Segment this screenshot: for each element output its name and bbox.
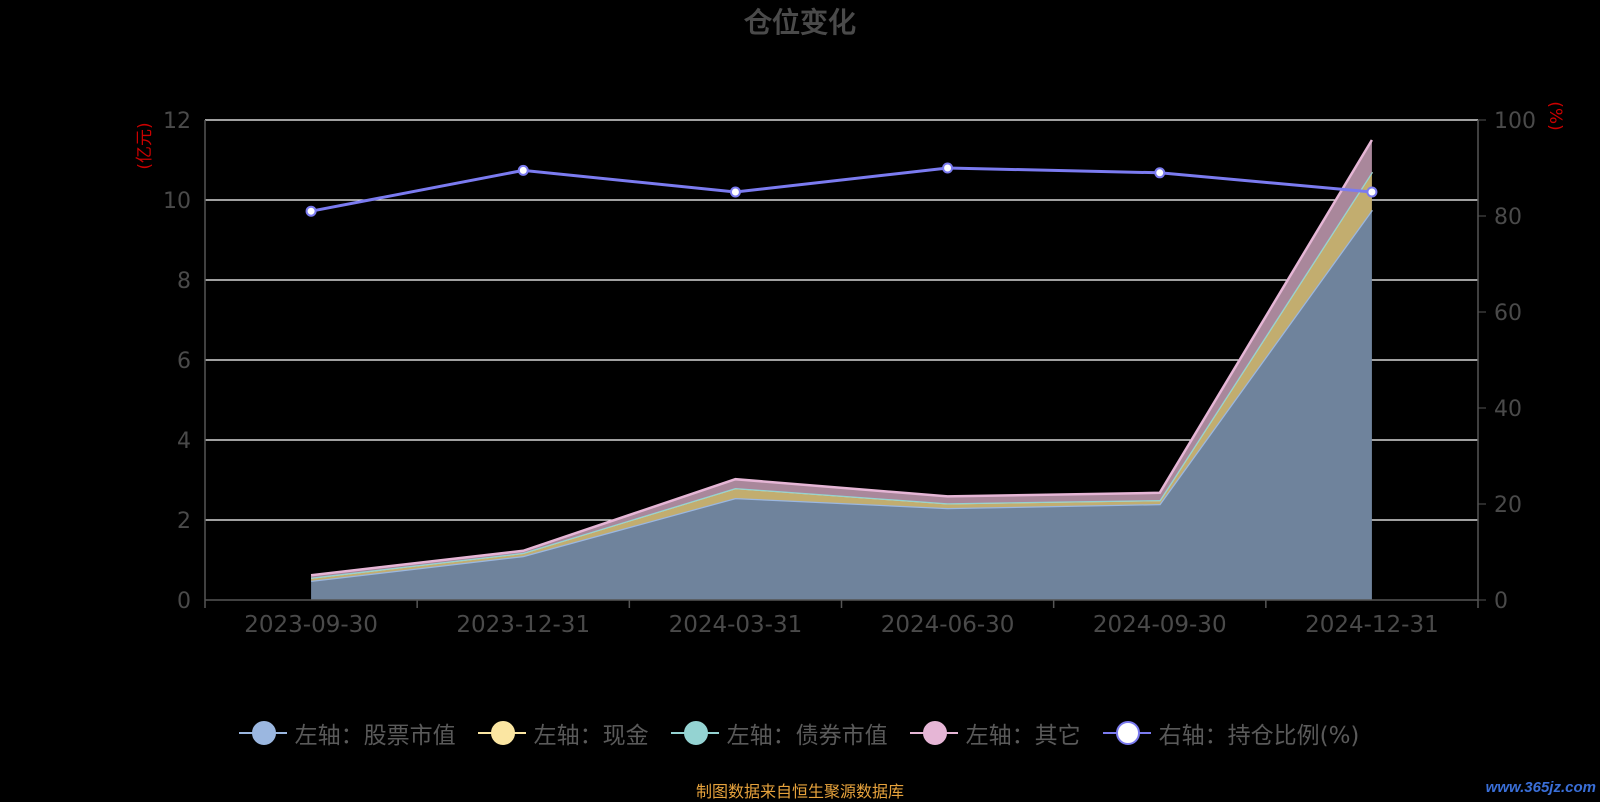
legend-swatch [1102, 720, 1151, 746]
legend-dot [922, 721, 947, 745]
data-source-footer: 制图数据来自恒生聚源数据库 [695, 782, 904, 801]
right-tick-label: 100 [1494, 109, 1536, 134]
left-axis-unit-label: (亿元) [135, 122, 155, 169]
legend-label: 左轴：现金 [533, 723, 649, 749]
right-tick-label: 80 [1494, 205, 1522, 230]
ratio-point [1366, 186, 1378, 198]
ratio-point [305, 205, 317, 217]
right-tick-label: 0 [1494, 589, 1508, 614]
left-tick-label: 0 [177, 589, 191, 614]
legend-item[interactable]: 左轴：股票市值 [238, 716, 456, 750]
left-tick-label: 10 [163, 189, 191, 214]
x-tick-label: 2024-12-31 [1305, 612, 1439, 638]
legend-swatch [670, 720, 719, 746]
left-tick-label: 12 [163, 109, 191, 134]
legend-label: 左轴：其它 [965, 723, 1081, 749]
x-tick-label: 2024-09-30 [1093, 612, 1227, 638]
legend-item[interactable]: 右轴：持仓比例(%) [1102, 716, 1360, 750]
ratio-point [1154, 167, 1166, 179]
legend-item[interactable]: 左轴：其它 [909, 716, 1081, 750]
area-左轴：其它 [311, 140, 1372, 578]
legend: 左轴：股票市值 左轴：现金 左轴：债券市值 左轴：其它 右轴：持仓比例(%) [0, 716, 1600, 750]
x-tick-label: 2024-03-31 [669, 612, 803, 638]
ratio-line [305, 162, 1378, 217]
legend-dot [1115, 721, 1140, 745]
right-tick-label: 20 [1494, 493, 1522, 518]
legend-dot [490, 721, 515, 745]
axes: 0 2 4 6 8 10 12 0 20 40 60 80 100 2023-09-30 2023-12-3… [135, 101, 1565, 638]
legend-dot [683, 721, 708, 745]
legend-label: 右轴：持仓比例(%) [1158, 723, 1360, 749]
right-tick-label: 60 [1494, 301, 1522, 326]
ratio-point [517, 164, 529, 176]
ratio-point [729, 186, 741, 198]
left-tick-label: 6 [177, 349, 191, 374]
area-左轴：现金 [311, 172, 1372, 581]
legend-label: 左轴：股票市值 [294, 723, 456, 749]
stacked-areas [310, 139, 1373, 600]
legend-item[interactable]: 左轴：债券市值 [670, 716, 888, 750]
left-tick-label: 8 [177, 269, 191, 294]
area-line-左轴：其它 [310, 139, 1373, 577]
right-tick-label: 40 [1494, 397, 1522, 422]
area-左轴：股票市值 [311, 210, 1372, 600]
legend-swatch [909, 720, 958, 746]
x-tick-label: 2024-06-30 [881, 612, 1015, 638]
legend-swatch [238, 720, 287, 746]
legend-dot [251, 721, 276, 745]
legend-item[interactable]: 左轴：现金 [477, 716, 649, 750]
chart-title: 仓位变化 [744, 6, 856, 39]
ratio-line-path [310, 166, 1373, 213]
legend-label: 左轴：债券市值 [726, 723, 888, 749]
legend-swatch [477, 720, 526, 746]
left-tick-label: 2 [177, 509, 191, 534]
x-tick-label: 2023-09-30 [244, 612, 378, 638]
right-axis-unit-label: (%) [1545, 101, 1565, 130]
left-tick-label: 4 [177, 429, 191, 454]
x-tick-label: 2023-12-31 [456, 612, 590, 638]
ratio-point [942, 162, 954, 174]
watermark: www.365jz.com [1485, 779, 1596, 796]
